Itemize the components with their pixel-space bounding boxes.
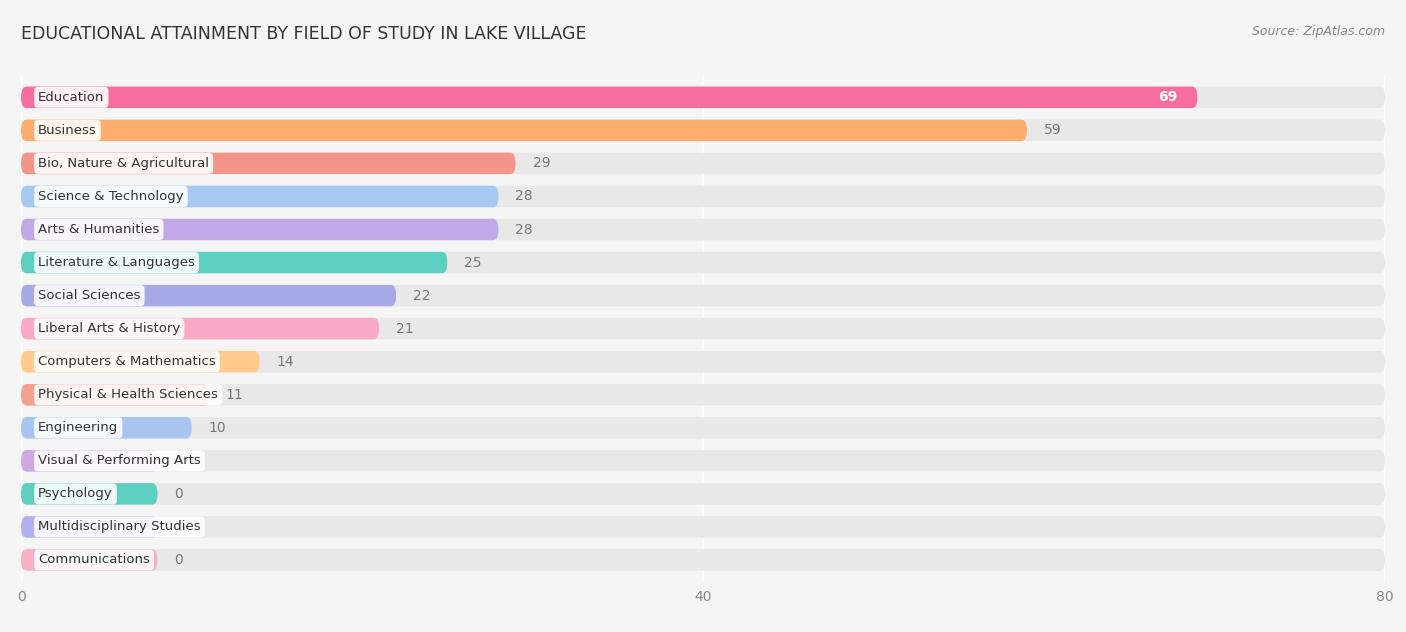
FancyBboxPatch shape	[21, 87, 1385, 108]
Text: 0: 0	[174, 520, 183, 534]
Text: Business: Business	[38, 124, 97, 137]
Text: Visual & Performing Arts: Visual & Performing Arts	[38, 454, 201, 467]
FancyBboxPatch shape	[21, 351, 260, 372]
Text: 29: 29	[533, 156, 550, 171]
FancyBboxPatch shape	[21, 417, 1385, 439]
Text: Engineering: Engineering	[38, 422, 118, 434]
Text: 21: 21	[396, 322, 413, 336]
Text: Psychology: Psychology	[38, 487, 112, 501]
Text: 25: 25	[464, 255, 482, 270]
Text: 11: 11	[226, 387, 243, 402]
FancyBboxPatch shape	[21, 516, 157, 538]
Text: Social Sciences: Social Sciences	[38, 289, 141, 302]
Text: 14: 14	[277, 355, 294, 368]
FancyBboxPatch shape	[21, 119, 1385, 141]
FancyBboxPatch shape	[21, 87, 1198, 108]
FancyBboxPatch shape	[21, 186, 1385, 207]
FancyBboxPatch shape	[21, 252, 447, 273]
Text: 28: 28	[516, 190, 533, 204]
Text: 10: 10	[208, 421, 226, 435]
Text: Literature & Languages: Literature & Languages	[38, 256, 195, 269]
Text: 69: 69	[1157, 90, 1177, 104]
Text: Education: Education	[38, 91, 104, 104]
FancyBboxPatch shape	[21, 285, 396, 307]
FancyBboxPatch shape	[21, 483, 1385, 504]
Text: Liberal Arts & History: Liberal Arts & History	[38, 322, 180, 335]
FancyBboxPatch shape	[21, 285, 1385, 307]
Text: 0: 0	[174, 487, 183, 501]
FancyBboxPatch shape	[21, 153, 516, 174]
FancyBboxPatch shape	[21, 450, 1385, 471]
FancyBboxPatch shape	[21, 549, 1385, 571]
Text: Arts & Humanities: Arts & Humanities	[38, 223, 159, 236]
Text: 0: 0	[174, 553, 183, 567]
FancyBboxPatch shape	[21, 384, 208, 406]
Text: Computers & Mathematics: Computers & Mathematics	[38, 355, 217, 368]
Text: Science & Technology: Science & Technology	[38, 190, 184, 203]
Text: 22: 22	[413, 289, 430, 303]
FancyBboxPatch shape	[21, 318, 380, 339]
FancyBboxPatch shape	[21, 318, 1385, 339]
FancyBboxPatch shape	[21, 549, 157, 571]
FancyBboxPatch shape	[21, 384, 1385, 406]
FancyBboxPatch shape	[21, 219, 499, 240]
Text: Communications: Communications	[38, 554, 150, 566]
FancyBboxPatch shape	[21, 450, 157, 471]
Text: 3: 3	[174, 454, 183, 468]
FancyBboxPatch shape	[21, 119, 1026, 141]
Text: Physical & Health Sciences: Physical & Health Sciences	[38, 388, 218, 401]
FancyBboxPatch shape	[21, 516, 1385, 538]
FancyBboxPatch shape	[21, 219, 1385, 240]
FancyBboxPatch shape	[21, 252, 1385, 273]
FancyBboxPatch shape	[21, 417, 191, 439]
Text: Source: ZipAtlas.com: Source: ZipAtlas.com	[1251, 25, 1385, 39]
FancyBboxPatch shape	[21, 483, 157, 504]
Text: 28: 28	[516, 222, 533, 236]
Text: Bio, Nature & Agricultural: Bio, Nature & Agricultural	[38, 157, 209, 170]
FancyBboxPatch shape	[21, 186, 499, 207]
Text: EDUCATIONAL ATTAINMENT BY FIELD OF STUDY IN LAKE VILLAGE: EDUCATIONAL ATTAINMENT BY FIELD OF STUDY…	[21, 25, 586, 43]
Text: 59: 59	[1045, 123, 1062, 137]
FancyBboxPatch shape	[21, 351, 1385, 372]
FancyBboxPatch shape	[21, 153, 1385, 174]
Text: Multidisciplinary Studies: Multidisciplinary Studies	[38, 520, 201, 533]
